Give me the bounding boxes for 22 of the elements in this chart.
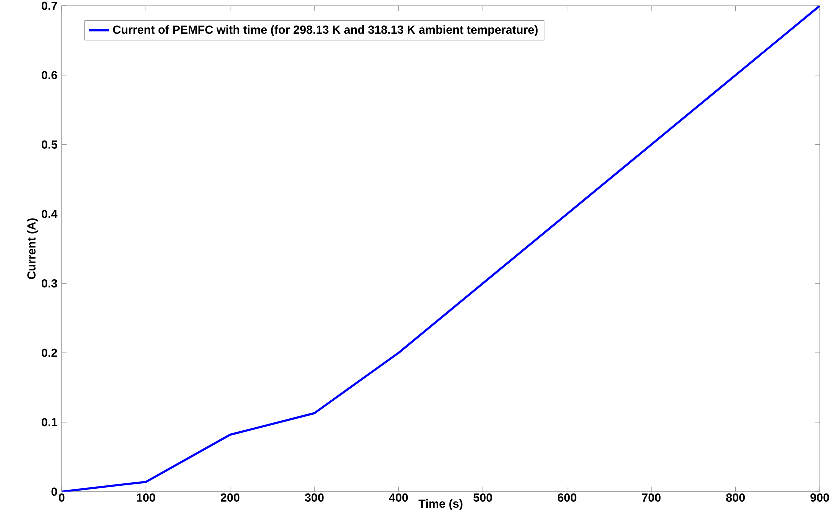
y-axis-title: Current (A) — [27, 218, 38, 280]
x-tick-label: 200 — [221, 494, 240, 502]
y-tick-label: 0.5 — [42, 140, 58, 149]
legend-label: Current of PEMFC with time (for 298.13 K and 318.13 K ambient temperature) — [113, 25, 538, 36]
line-series — [62, 6, 820, 492]
y-tick-label: 0.2 — [42, 348, 58, 358]
x-axis-title: Time (s) — [418, 499, 463, 510]
x-tick-label: 400 — [389, 494, 408, 502]
x-tick-label: 500 — [474, 494, 492, 502]
x-tick-label: 0 — [59, 494, 65, 502]
x-tick-label: 800 — [726, 494, 746, 502]
x-tick-label: 100 — [137, 494, 156, 502]
y-tick-label: 0 — [52, 488, 58, 496]
y-tick-label: 0.1 — [42, 418, 58, 427]
x-tick-label: 700 — [642, 494, 661, 502]
x-tick-label: 900 — [810, 494, 830, 502]
y-tick-label: 0.6 — [42, 71, 58, 80]
y-tick-label: 0.7 — [42, 2, 58, 10]
y-tick-label: 0.4 — [42, 210, 58, 218]
y-tick-label: 0.3 — [42, 279, 58, 288]
x-tick-label: 600 — [558, 494, 577, 502]
x-tick-label: 300 — [305, 494, 324, 502]
